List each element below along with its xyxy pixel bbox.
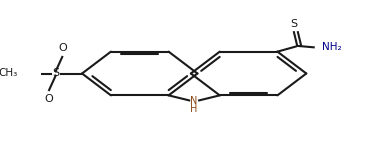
- Text: O: O: [45, 94, 54, 104]
- Text: O: O: [58, 43, 67, 53]
- Text: NH₂: NH₂: [322, 42, 341, 52]
- Text: CH₃: CH₃: [0, 69, 18, 78]
- Text: H: H: [190, 104, 198, 114]
- Text: N: N: [190, 96, 198, 106]
- Text: S: S: [52, 69, 59, 78]
- Text: S: S: [291, 19, 298, 29]
